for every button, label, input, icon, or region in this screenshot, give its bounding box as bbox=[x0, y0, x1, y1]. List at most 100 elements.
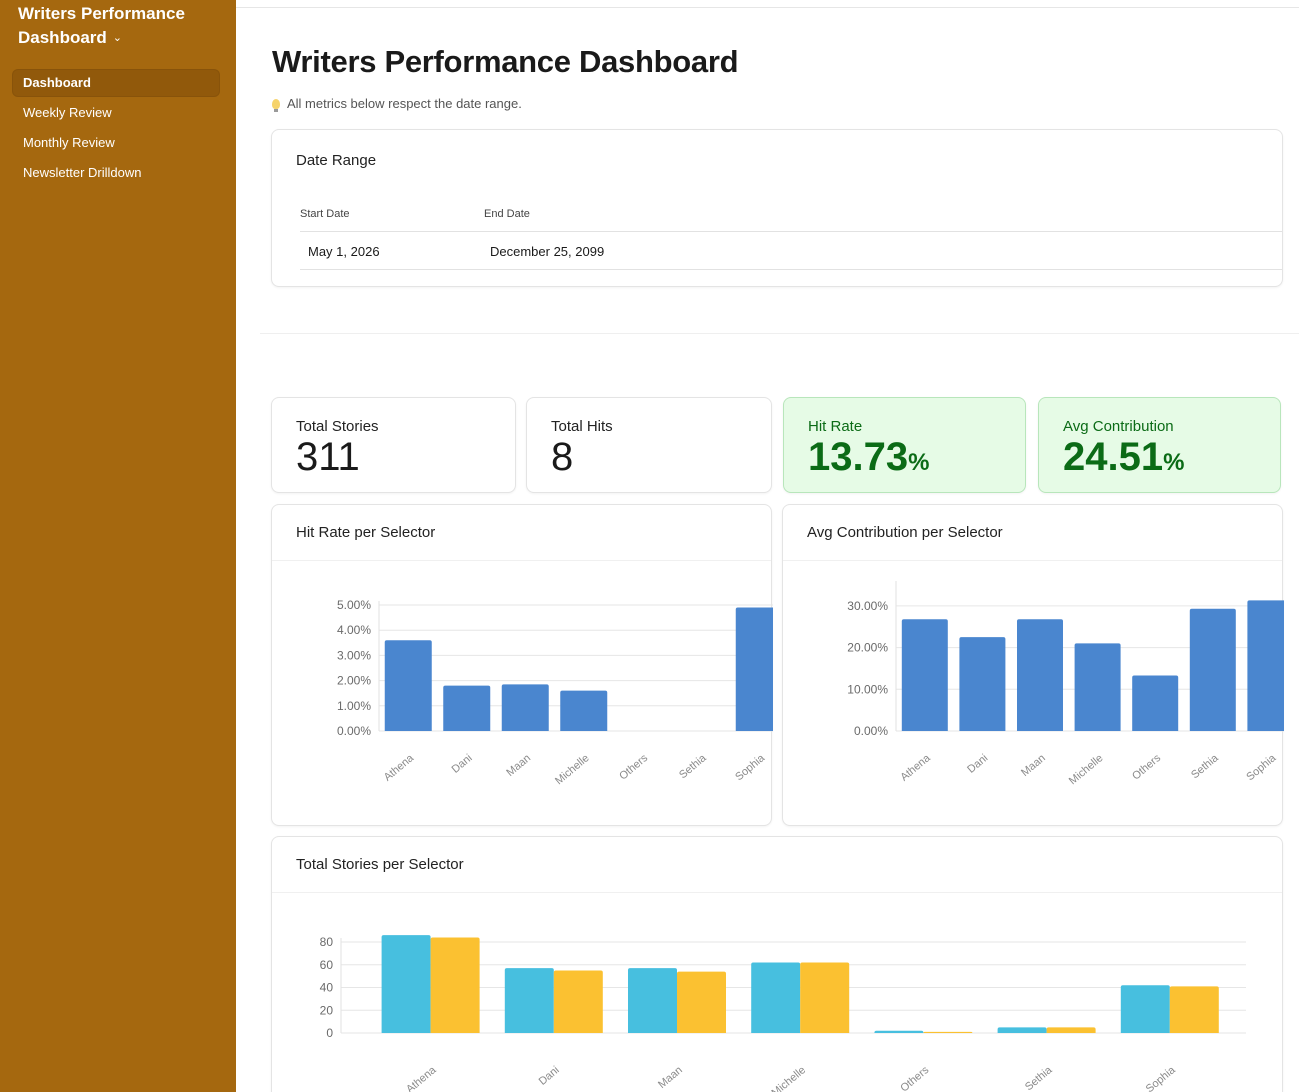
x-tick-label: Michelle bbox=[1067, 752, 1106, 787]
x-tick-label: Michelle bbox=[553, 752, 592, 787]
bar bbox=[381, 935, 431, 1033]
bar bbox=[1189, 608, 1236, 731]
sidebar-item-newsletter-drilldown[interactable]: Newsletter Drilldown bbox=[12, 159, 220, 187]
end-date-label: End Date bbox=[484, 208, 530, 220]
end-date-value[interactable]: December 25, 2099 bbox=[490, 244, 605, 259]
sidebar-item-label: Dashboard bbox=[23, 75, 91, 90]
y-tick-label: 5.00% bbox=[337, 598, 371, 612]
chart-header-divider bbox=[783, 560, 1282, 561]
x-tick-label: Athena bbox=[382, 752, 417, 784]
bar bbox=[959, 637, 1006, 731]
x-tick-label: Others bbox=[617, 752, 650, 783]
kpi-unit: % bbox=[1163, 449, 1185, 476]
x-tick-label: Sophia bbox=[1144, 1064, 1179, 1092]
x-tick-label: Dani bbox=[450, 752, 475, 776]
x-tick-label: Maan bbox=[1019, 752, 1048, 779]
x-tick-label: Dani bbox=[537, 1064, 562, 1088]
x-tick-label: Sophia bbox=[733, 752, 768, 784]
kpi-label: Hit Rate bbox=[808, 418, 863, 435]
kpi-value: 13.73% bbox=[808, 435, 929, 480]
sidebar-item-label: Weekly Review bbox=[23, 105, 112, 120]
y-tick-label: 10.00% bbox=[847, 682, 888, 696]
x-tick-label: Sethia bbox=[1189, 752, 1221, 782]
kpi-unit: % bbox=[908, 449, 930, 476]
bar bbox=[384, 640, 432, 731]
bar bbox=[800, 962, 850, 1033]
kpi-avg-contribution: Avg Contribution 24.51% bbox=[1038, 397, 1281, 493]
sidebar-item-dashboard[interactable]: Dashboard bbox=[12, 69, 220, 97]
sidebar-item-weekly-review[interactable]: Weekly Review bbox=[12, 99, 220, 127]
x-tick-label: Athena bbox=[898, 752, 933, 784]
kpi-hit-rate: Hit Rate 13.73% bbox=[783, 397, 1026, 493]
x-tick-label: Sethia bbox=[677, 752, 709, 782]
header-divider bbox=[236, 7, 1299, 8]
kpi-label: Total Stories bbox=[296, 418, 379, 435]
chart-header-divider bbox=[272, 892, 1282, 893]
x-tick-label: Others bbox=[1130, 752, 1163, 783]
bar bbox=[677, 971, 726, 1033]
bar bbox=[901, 619, 948, 731]
kpi-total-hits: Total Hits 8 bbox=[526, 397, 772, 493]
kpi-number: 24.51 bbox=[1063, 435, 1164, 479]
y-tick-label: 0.00% bbox=[854, 724, 888, 738]
hit-rate-chart-card: Hit Rate per Selector 0.00% 1.00% 2.00% 3.0… bbox=[271, 504, 773, 826]
kpi-label: Avg Contribution bbox=[1063, 418, 1174, 435]
bar bbox=[628, 968, 677, 1033]
start-date-label: Start Date bbox=[300, 208, 350, 220]
bar bbox=[1017, 619, 1063, 731]
date-table-divider bbox=[300, 231, 1282, 232]
y-tick-label: 30.00% bbox=[847, 599, 888, 613]
avg-contribution-chart-card: Avg Contribution per Selector 0.00% 10.00… bbox=[782, 504, 1284, 826]
date-range-note: All metrics below respect the date range… bbox=[272, 96, 522, 112]
app-title[interactable]: Writers Performance Dashboard ⌄ bbox=[18, 2, 218, 50]
bar bbox=[1169, 986, 1219, 1033]
bar bbox=[997, 1027, 1047, 1033]
x-tick-label: Michelle bbox=[769, 1064, 808, 1092]
x-tick-label: Sethia bbox=[1023, 1064, 1055, 1092]
total-stories-grouped-bar-chart: 0 20 40 60 80 Athena Dani Maan Michelle Others Set… bbox=[320, 935, 1246, 1092]
bar bbox=[1247, 600, 1284, 731]
date-range-card: Date Range Start Date End Date May 1, 20… bbox=[271, 129, 1283, 287]
y-tick-label: 20.00% bbox=[847, 641, 888, 655]
x-tick-label: Maan bbox=[504, 752, 533, 779]
date-range-title: Date Range bbox=[296, 152, 377, 169]
sidebar: Writers Performance Dashboard ⌄ Dashboard… bbox=[0, 0, 236, 1092]
sidebar-item-monthly-review[interactable]: Monthly Review bbox=[12, 129, 220, 157]
hit-rate-bar-chart: 0.00% 1.00% 2.00% 3.00% 4.00% 5.00% Athena Dani… bbox=[337, 598, 773, 787]
date-table-divider bbox=[300, 269, 1282, 270]
app-title-text: Writers Performance Dashboard bbox=[18, 4, 185, 47]
bar bbox=[1046, 1027, 1096, 1033]
page-title: Writers Performance Dashboard bbox=[272, 44, 739, 79]
section-divider bbox=[260, 333, 1299, 334]
kpi-value: 24.51% bbox=[1063, 435, 1184, 480]
kpi-total-stories: Total Stories 311 bbox=[271, 397, 516, 493]
bar bbox=[504, 968, 554, 1033]
kpi-value: 311 bbox=[296, 435, 360, 479]
bar bbox=[430, 937, 480, 1033]
y-tick-label: 0.00% bbox=[337, 724, 371, 738]
y-tick-label: 20 bbox=[320, 1003, 334, 1017]
start-date-value[interactable]: May 1, 2026 bbox=[308, 244, 380, 259]
x-tick-label: Dani bbox=[965, 752, 990, 776]
x-tick-label: Sophia bbox=[1244, 752, 1279, 784]
sidebar-item-label: Monthly Review bbox=[23, 135, 115, 150]
kpi-number: 13.73 bbox=[808, 435, 909, 479]
sidebar-item-label: Newsletter Drilldown bbox=[23, 165, 142, 180]
sidebar-nav: Dashboard Weekly Review Monthly Review N… bbox=[12, 69, 220, 189]
chart-title: Avg Contribution per Selector bbox=[807, 524, 1003, 541]
bar bbox=[1132, 675, 1179, 731]
chart-title: Total Stories per Selector bbox=[296, 856, 464, 873]
chart-title: Hit Rate per Selector bbox=[296, 524, 436, 541]
note-text: All metrics below respect the date range… bbox=[287, 96, 522, 111]
y-tick-label: 4.00% bbox=[337, 623, 371, 637]
y-tick-label: 1.00% bbox=[337, 699, 371, 713]
bar bbox=[553, 970, 603, 1033]
kpi-label: Total Hits bbox=[551, 418, 613, 435]
bar bbox=[501, 684, 549, 731]
y-tick-label: 0 bbox=[326, 1026, 333, 1040]
y-tick-label: 60 bbox=[320, 958, 334, 972]
bar bbox=[874, 1030, 924, 1033]
main-content: Writers Performance Dashboard All metric… bbox=[236, 0, 1299, 1092]
chevron-down-icon: ⌄ bbox=[112, 32, 123, 44]
bar bbox=[735, 607, 773, 731]
